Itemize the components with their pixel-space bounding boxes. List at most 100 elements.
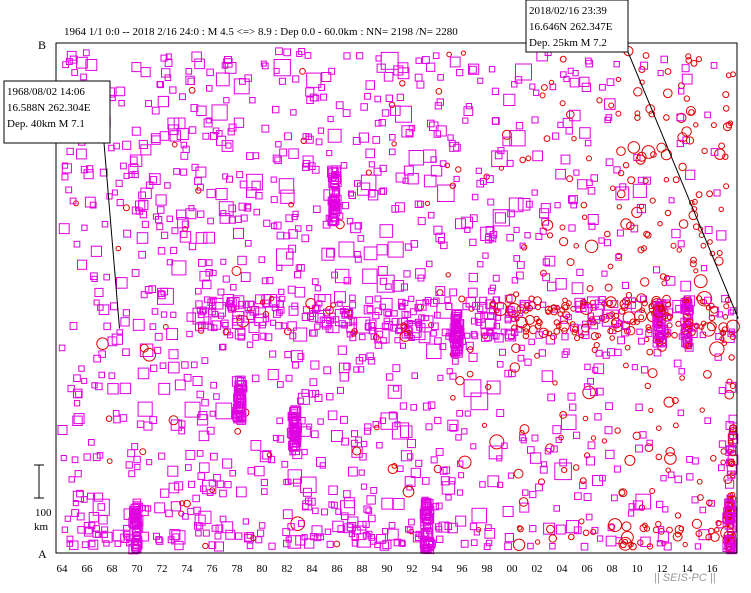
event-square: [340, 415, 348, 424]
event-square: [446, 368, 453, 375]
event-square: [432, 52, 440, 60]
axis-top-label: B: [38, 38, 46, 52]
event-circle: [708, 302, 715, 309]
event-square: [467, 287, 478, 298]
event-square: [493, 322, 500, 330]
event-square: [486, 380, 501, 395]
event-square: [174, 481, 184, 491]
scale-bar: 100 km: [34, 464, 52, 533]
event-square: [150, 364, 158, 372]
event-square: [155, 536, 163, 544]
event-square: [392, 364, 401, 373]
event-circle: [572, 326, 579, 333]
event-square: [206, 68, 214, 77]
event-circle: [664, 452, 677, 465]
event-square: [631, 364, 638, 371]
event-square: [611, 494, 618, 502]
event-circle: [629, 318, 637, 326]
event-square: [195, 166, 207, 178]
event-square: [136, 420, 145, 428]
event-circle: [709, 341, 725, 357]
event-circle: [697, 494, 704, 501]
event-square: [449, 141, 460, 152]
event-square: [716, 521, 724, 529]
event-square: [148, 173, 161, 185]
event-square: [519, 502, 530, 513]
event-circle: [693, 274, 708, 289]
event-square: [240, 214, 248, 222]
event-square: [329, 193, 338, 202]
event-square: [190, 104, 199, 112]
event-square: [214, 532, 222, 540]
event-square: [150, 133, 161, 143]
event-square: [430, 156, 437, 163]
event-square: [383, 308, 391, 317]
event-circle: [685, 57, 693, 64]
event-square: [675, 304, 683, 313]
event-square: [497, 147, 505, 155]
event-circle: [582, 415, 589, 422]
event-square: [656, 500, 664, 509]
event-circle: [559, 411, 568, 419]
event-square: [349, 317, 358, 326]
event-square: [270, 196, 278, 204]
event-square: [399, 402, 408, 410]
event-square: [321, 247, 335, 261]
event-square: [246, 341, 254, 348]
event-circle: [595, 332, 601, 339]
event-square: [356, 52, 364, 60]
event-circle: [522, 328, 530, 335]
event-circle: [579, 301, 593, 315]
event-square: [364, 323, 372, 330]
event-circle: [710, 532, 720, 542]
event-circle: [559, 237, 569, 247]
event-square: [98, 371, 105, 379]
event-square: [103, 322, 111, 331]
event-square: [337, 525, 346, 533]
event-square: [470, 392, 489, 411]
event-square: [488, 66, 496, 73]
event-square: [221, 521, 234, 534]
event-square: [430, 330, 437, 337]
x-tick-label: 72: [157, 563, 168, 575]
event-circle: [573, 243, 580, 249]
event-circle: [288, 201, 294, 208]
event-circle: [601, 438, 608, 444]
event-square: [331, 430, 343, 443]
event-square: [165, 53, 172, 60]
event-square: [220, 258, 227, 265]
event-square: [668, 197, 675, 204]
event-square: [157, 81, 165, 89]
event-square: [202, 279, 212, 290]
event-square: [365, 507, 373, 515]
event-square: [328, 485, 338, 495]
event-square: [385, 283, 392, 290]
event-square: [81, 377, 88, 384]
event-square: [293, 478, 301, 487]
event-circle: [640, 277, 650, 287]
event-square: [237, 255, 247, 266]
event-circle: [584, 452, 591, 459]
event-square: [653, 348, 662, 357]
event-square: [368, 534, 375, 541]
event-circle: [644, 382, 651, 390]
event-square: [323, 366, 332, 375]
event-square: [218, 312, 225, 319]
event-circle: [616, 189, 626, 199]
event-square: [81, 541, 89, 549]
event-circle: [623, 362, 629, 369]
event-circle: [664, 274, 671, 281]
x-tick-label: 96: [457, 563, 469, 575]
event-square: [353, 366, 360, 373]
event-circle: [707, 239, 713, 245]
event-circle: [674, 512, 682, 519]
event-circle: [222, 328, 230, 336]
event-square: [439, 160, 447, 168]
event-square: [529, 490, 537, 499]
event-square: [367, 357, 376, 365]
event-circle: [610, 185, 616, 192]
event-square: [338, 241, 355, 258]
event-square: [403, 165, 414, 176]
